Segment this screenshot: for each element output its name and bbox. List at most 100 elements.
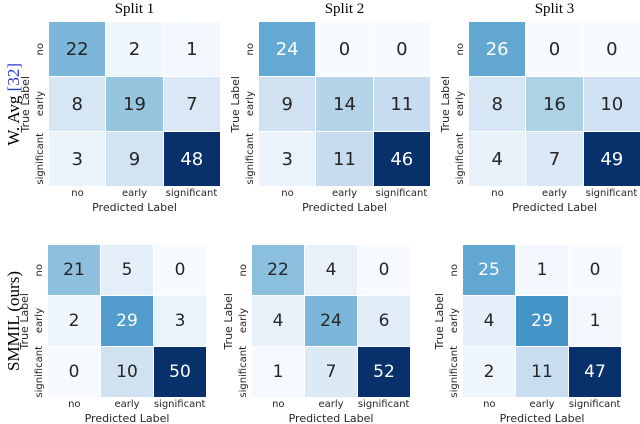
y-tick-label: significant	[453, 131, 468, 186]
heatmap-grid: 22 2 1 8 19 7 3 9 48	[49, 22, 220, 186]
heatmap-grid: 24 0 0 9 14 11 3 11 46	[259, 22, 430, 186]
x-tick-text: early	[114, 399, 140, 410]
y-tick-label: early	[447, 296, 462, 347]
heatmap-cell: 0	[569, 245, 621, 295]
x-axis-label: Predicted Label	[84, 412, 170, 424]
y-tick-text: significant	[455, 132, 466, 185]
x-axis-label: Predicted Label	[512, 201, 597, 214]
heatmap-cell: 24	[259, 22, 316, 76]
heatmap-cell: 6	[358, 296, 410, 346]
x-tick-label: early	[101, 399, 154, 412]
x-tick-label: significant	[583, 188, 640, 201]
heatmap-cell: 49	[583, 132, 640, 186]
x-axis-label: Predicted Label	[302, 201, 387, 214]
heatmap-grid: 21 5 0 2 29 3 0 10 50	[48, 245, 206, 397]
x-tick-label: no	[48, 399, 101, 412]
y-tick-label: no	[447, 245, 462, 296]
heatmap-cell: 11	[316, 132, 373, 186]
heatmap-grid: 25 1 0 4 29 1 2 11 47	[463, 245, 621, 397]
x-tick-text: no	[71, 188, 84, 199]
heatmap-cell: 3	[259, 132, 316, 186]
y-tick-text: early	[35, 91, 46, 117]
heatmap-cell: 24	[305, 296, 357, 346]
heatmap-cell: 0	[373, 22, 430, 76]
x-tick-text: early	[331, 188, 358, 199]
heatmap-cell: 52	[358, 347, 410, 397]
y-axis-label-text: True Label	[438, 75, 452, 133]
heatmap-cell: 50	[154, 347, 206, 397]
heatmap-cell: 47	[569, 347, 621, 397]
heatmap-cell: 1	[569, 296, 621, 346]
heatmap-grid: 22 4 0 4 24 6 1 7 52	[252, 245, 410, 397]
confusion-matrix-split1-row1: Split 1 22 2 1 8 19 7 3 9 48 no early significant Tru…	[19, 1, 220, 214]
y-tick-text: no	[449, 264, 460, 277]
y-axis-label-text: True Label	[228, 75, 242, 133]
confusion-matrix-split2-row2: 22 4 0 4 24 6 1 7 52 no early significant True Label…	[222, 245, 410, 424]
y-tick-label: early	[33, 77, 48, 132]
x-tick-text: significant	[568, 399, 621, 410]
method-row-label: SMMIL (ours)	[1, 261, 27, 381]
heatmap-cell: 7	[526, 132, 583, 186]
heatmap-cell: 2	[106, 22, 163, 76]
heatmap-grid: 26 0 0 8 16 10 4 7 49	[469, 22, 640, 186]
heatmap-cell: 25	[463, 245, 515, 295]
y-tick-text: early	[245, 91, 256, 117]
heatmap-cell: 10	[101, 347, 153, 397]
heatmap-cell: 19	[106, 77, 163, 131]
heatmap-cell: 22	[49, 22, 106, 76]
x-tick-text: significant	[585, 188, 638, 199]
y-axis-label-text: True Label	[221, 292, 235, 350]
method-row-label-text: W. Avg [32]	[4, 63, 24, 146]
method-row-label-text: SMMIL (ours)	[4, 271, 24, 371]
y-tick-text: early	[238, 308, 249, 334]
x-tick-label: early	[106, 188, 163, 201]
y-tick-label: early	[243, 77, 258, 132]
heatmap-cell: 26	[469, 22, 526, 76]
y-axis-label: True Label	[432, 245, 446, 397]
y-tick-label: no	[236, 245, 251, 296]
heatmap-cell: 14	[316, 77, 373, 131]
heatmap-cell: 16	[526, 77, 583, 131]
heatmap-cell: 0	[316, 22, 373, 76]
x-tick-label: no	[259, 188, 316, 201]
x-axis-label: Predicted Label	[288, 412, 374, 424]
heatmap-cell: 0	[48, 347, 100, 397]
y-tick-text: early	[34, 308, 45, 334]
y-tick-label: significant	[243, 131, 258, 186]
heatmap-cell: 7	[305, 347, 357, 397]
heatmap-cell: 0	[154, 245, 206, 295]
confusion-matrix-split3-row2: 25 1 0 4 29 1 2 11 47 no early significant True Labe…	[433, 245, 621, 424]
method-name: SMMIL (ours)	[4, 271, 23, 371]
method-name: W. Avg	[4, 91, 23, 146]
x-tick-text: no	[491, 188, 504, 199]
x-tick-text: significant	[375, 188, 428, 199]
citation-link[interactable]: [32]	[4, 62, 23, 91]
heatmap-cell: 11	[373, 77, 430, 131]
heatmap-cell: 46	[373, 132, 430, 186]
heatmap-cell: 8	[49, 77, 106, 131]
y-tick-label: significant	[33, 131, 48, 186]
x-axis-label: Predicted Label	[499, 412, 585, 424]
y-tick-text: no	[245, 43, 256, 56]
y-axis-label: True Label	[228, 22, 242, 186]
y-axis-label-text: True Label	[432, 292, 446, 350]
y-tick-text: early	[449, 308, 460, 334]
y-tick-label: no	[32, 245, 47, 296]
y-tick-text: significant	[238, 345, 249, 398]
heatmap-cell: 3	[154, 296, 206, 346]
y-axis-label: True Label	[438, 22, 452, 186]
x-tick-label: no	[469, 188, 526, 201]
heatmap-cell: 2	[463, 347, 515, 397]
x-tick-label: no	[49, 188, 106, 201]
subplot-title: Split 3	[534, 1, 575, 17]
x-tick-text: no	[483, 399, 496, 410]
heatmap-cell: 8	[469, 77, 526, 131]
x-tick-text: early	[529, 399, 555, 410]
y-tick-label: no	[453, 22, 468, 77]
y-tick-text: significant	[34, 345, 45, 398]
x-tick-text: significant	[153, 399, 206, 410]
y-tick-label: early	[236, 296, 251, 347]
heatmap-cell: 0	[583, 22, 640, 76]
x-tick-text: no	[281, 188, 294, 199]
confusion-matrix-split3-row1: Split 3 26 0 0 8 16 10 4 7 49 no early significant Tr…	[439, 1, 640, 214]
